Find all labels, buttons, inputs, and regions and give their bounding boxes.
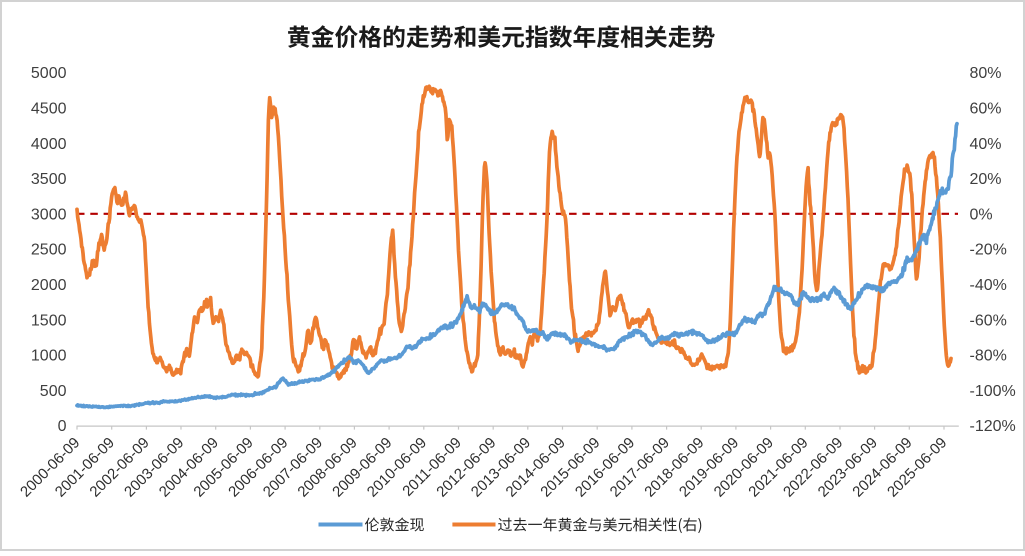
svg-text:1000: 1000: [31, 348, 67, 365]
svg-text:40%: 40%: [970, 136, 1002, 153]
svg-text:0: 0: [58, 418, 67, 435]
svg-text:3500: 3500: [31, 171, 67, 188]
svg-text:3000: 3000: [31, 206, 67, 223]
svg-text:5000: 5000: [31, 65, 67, 82]
svg-text:60%: 60%: [970, 101, 1002, 118]
svg-text:-60%: -60%: [970, 312, 1007, 329]
svg-text:80%: 80%: [970, 65, 1002, 82]
svg-text:4000: 4000: [31, 136, 67, 153]
svg-text:500: 500: [40, 383, 67, 400]
svg-text:-20%: -20%: [970, 242, 1007, 259]
svg-text:4500: 4500: [31, 101, 67, 118]
svg-text:-80%: -80%: [970, 348, 1007, 365]
svg-text:20%: 20%: [970, 171, 1002, 188]
svg-text:0%: 0%: [970, 206, 993, 223]
svg-text:-120%: -120%: [970, 418, 1016, 435]
svg-text:2000: 2000: [31, 277, 67, 294]
svg-text:-100%: -100%: [970, 383, 1016, 400]
svg-text:1500: 1500: [31, 312, 67, 329]
svg-text:-40%: -40%: [970, 277, 1007, 294]
svg-text:2500: 2500: [31, 242, 67, 259]
